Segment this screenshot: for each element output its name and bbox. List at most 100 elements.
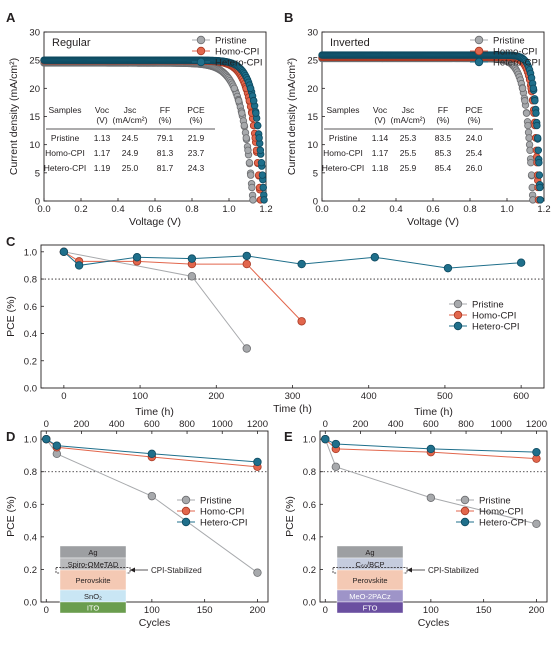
- table-unit: (%): [189, 115, 202, 125]
- jv-point-hetero: [258, 171, 267, 179]
- data-point-hetero: [443, 263, 453, 273]
- x-tick-label: 0.6: [148, 204, 161, 215]
- x-tick-label: 0.0: [37, 204, 50, 215]
- stack-layer-label: Perovskite: [75, 576, 110, 585]
- panel-title: Inverted: [330, 37, 370, 49]
- x-tick-label: 0: [323, 605, 328, 616]
- x2-tick-label: 200: [74, 419, 90, 430]
- table-cell: 1.19: [94, 163, 111, 173]
- x-tick-label: 600: [513, 391, 529, 402]
- legend-marker-homo: [453, 310, 463, 320]
- table-cell: Hetero-CPI: [44, 163, 87, 173]
- jv-point-hetero: [529, 84, 538, 93]
- table-cell: 1.17: [94, 148, 111, 158]
- x-tick-label: 1.2: [537, 204, 550, 215]
- panel-letter-C: C: [6, 234, 16, 249]
- table-header: FF: [438, 105, 448, 115]
- jv-point-hetero: [533, 134, 542, 142]
- data-point-pristine: [253, 568, 262, 577]
- table-cell: 25.9: [400, 163, 417, 173]
- series-pristine: [321, 434, 541, 529]
- y-tick-label: 0.8: [24, 467, 37, 478]
- series-line-homo: [45, 438, 258, 468]
- x2-tick-label: 1000: [212, 419, 233, 430]
- panel-C: 0 100 200 300 400 500 600 0.0 0.2 0.4 0.6 0.8 1.0 Tim…: [5, 244, 545, 415]
- plot-frame: [40, 430, 269, 603]
- y-tick-label: 5: [313, 168, 318, 179]
- jv-point-pristine: [525, 134, 533, 142]
- x-tick-label: 0.4: [389, 204, 402, 215]
- legend-marker-hetero: [460, 517, 470, 527]
- jv-point-hetero: [252, 109, 260, 117]
- jv-point-hetero: [534, 146, 543, 154]
- jv-point-hetero: [535, 171, 544, 179]
- y-tick-label: 0.2: [24, 565, 37, 576]
- legend-label-homo: Homo-CPI: [479, 507, 523, 518]
- jv-point-pristine: [245, 158, 254, 167]
- jv-point-pristine: [521, 97, 529, 105]
- series-homo: [318, 53, 543, 204]
- jv-point-hetero: [533, 121, 541, 130]
- table-cell: 81.3: [157, 148, 174, 158]
- stack-layer-label: Perovskite: [352, 576, 387, 585]
- x-tick-label: 0.2: [352, 204, 365, 215]
- table-header: Samples: [326, 105, 359, 115]
- x-tick-label: 200: [529, 605, 545, 616]
- legend-label-hetero: Hetero-CPI: [215, 58, 263, 69]
- stack-layer-label: C₆₀/BCP: [355, 560, 384, 569]
- jv-point-hetero: [256, 146, 265, 154]
- y-tick-label: 10: [307, 140, 318, 151]
- data-point-homo: [297, 317, 306, 326]
- x2-axis-label: Time (h): [135, 406, 174, 418]
- stack-layer: [336, 601, 404, 614]
- jv-point-pristine: [249, 196, 257, 204]
- table-cell: 25.0: [122, 163, 139, 173]
- x-tick-label: 150: [197, 605, 213, 616]
- jv-point-hetero: [257, 158, 266, 167]
- x-tick-label: 0.8: [185, 204, 198, 215]
- series-hetero: [318, 51, 544, 204]
- jv-point-hetero: [532, 109, 540, 117]
- data-point-hetero: [147, 449, 157, 458]
- legend-marker-homo: [181, 506, 191, 516]
- panel-E: 0501001502000.00.20.40.60.81.0CyclesPCE …: [284, 406, 548, 629]
- x-axis-label: Cycles: [139, 617, 171, 629]
- x-tick-label: 1.2: [259, 204, 272, 215]
- legend-label-pristine: Pristine: [493, 36, 525, 47]
- jv-point-pristine: [248, 183, 256, 192]
- x-tick-label: 0.8: [463, 204, 476, 215]
- data-point-hetero: [297, 259, 306, 269]
- y-tick-label: 1.0: [24, 247, 37, 258]
- series-hetero: [321, 434, 541, 457]
- jv-point-pristine: [522, 109, 531, 117]
- y-tick-label: 5: [35, 168, 40, 179]
- data-point-hetero: [331, 439, 341, 449]
- jv-point-hetero: [255, 134, 263, 142]
- jv-point-hetero: [259, 183, 267, 192]
- legend-label-homo: Homo-CPI: [200, 507, 244, 518]
- stack-layer-label: MeO-2PACz: [349, 592, 391, 601]
- jv-point-hetero: [253, 121, 262, 130]
- cpi-annotation: CPI-Stabilized: [428, 566, 479, 575]
- data-point-hetero: [42, 434, 51, 444]
- cpi-arrowhead: [130, 567, 135, 573]
- y-tick-label: 25: [307, 56, 318, 67]
- legend-label-pristine: Pristine: [200, 496, 232, 507]
- jv-point-pristine: [247, 171, 255, 179]
- data-point-hetero: [52, 441, 62, 450]
- jv-point-pristine: [234, 97, 243, 105]
- legend-marker-pristine: [460, 495, 470, 505]
- x-axis-label: Voltage (V): [129, 216, 181, 228]
- y-axis-label: Current density (mA/cm²): [8, 58, 20, 175]
- cpi-annotation: CPI-Stabilized: [151, 566, 202, 575]
- table-cell: 1.17: [372, 148, 389, 158]
- table-header: Voc: [373, 105, 388, 115]
- device-stack-E: Ag C₆₀/BCP CPI-Stabilized Perovskite MeO-2PA…: [332, 545, 479, 614]
- x2-tick-label: 200: [353, 419, 369, 430]
- y-axis-label: PCE (%): [284, 496, 296, 537]
- x-tick-label: 200: [208, 391, 224, 402]
- legend-label-homo: Homo-CPI: [215, 47, 259, 58]
- table-unit: (mA/cm²): [391, 115, 426, 125]
- x-tick-label: 100: [144, 605, 160, 616]
- stack-layer-label: FTO: [363, 604, 378, 613]
